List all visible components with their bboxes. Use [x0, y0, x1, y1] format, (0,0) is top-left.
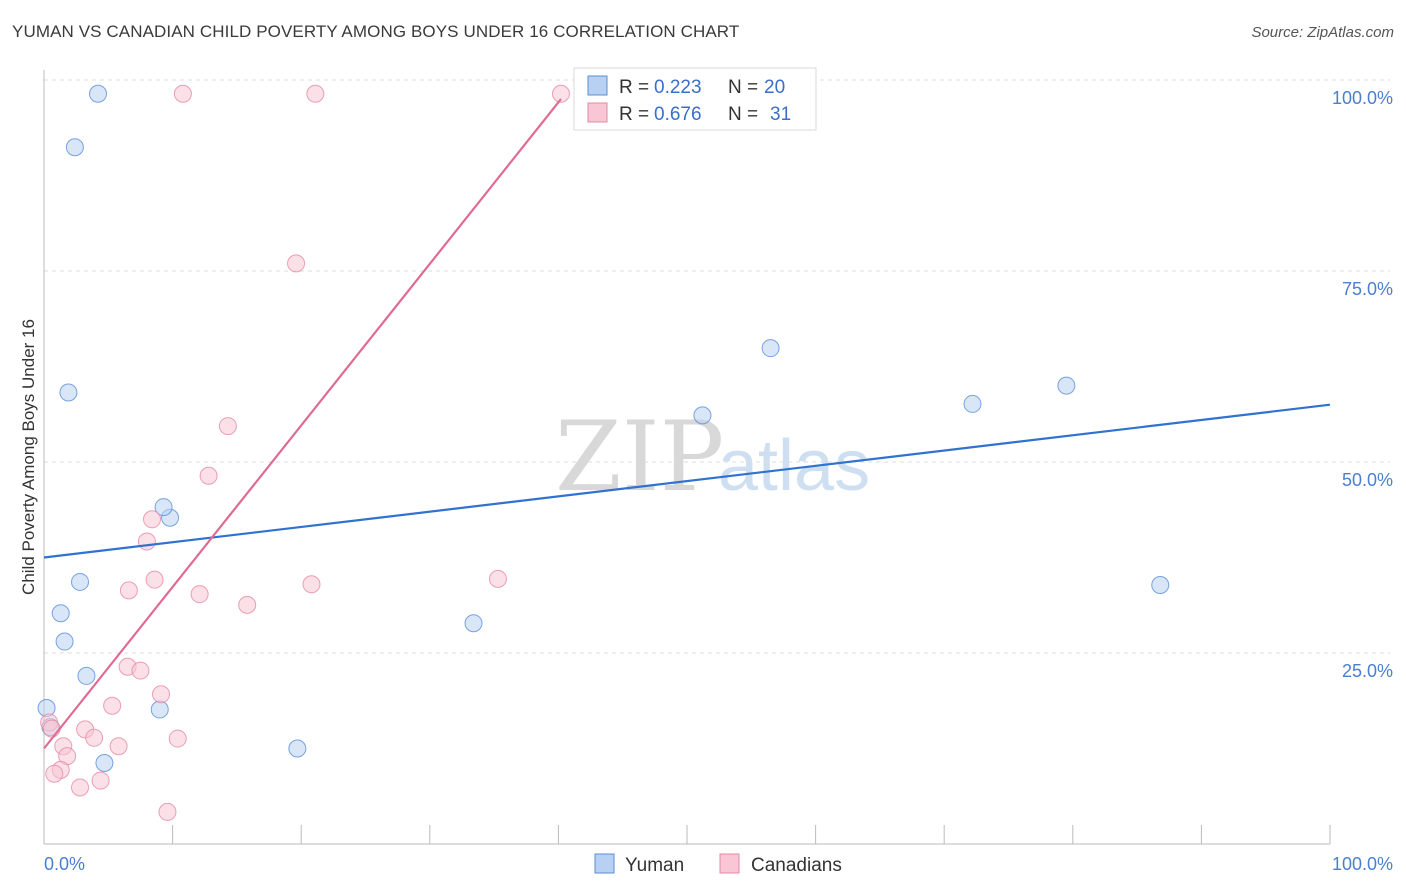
- canadian-point-5: [199, 466, 218, 485]
- legend-swatch-yuman: [587, 75, 608, 96]
- yuman-point-19: [1151, 576, 1170, 595]
- bottom-legend-label-yuman: Yuman: [625, 855, 684, 876]
- canadian-point-24: [168, 729, 187, 748]
- canadian-point-27: [45, 764, 64, 783]
- legend: R = 0.223 N = 20 R = 0.676 N = 31: [573, 67, 817, 131]
- canadian-point-19: [42, 719, 61, 738]
- series-canadians: [40, 84, 570, 821]
- yuman-point-3: [71, 572, 90, 591]
- yuman-point-5: [55, 632, 74, 651]
- canadian-point-2: [551, 84, 570, 103]
- y-tick-label-3: 100.0%: [1332, 88, 1393, 108]
- yuman-point-14: [464, 614, 483, 633]
- canadian-point-11: [238, 595, 257, 614]
- yuman-point-15: [693, 406, 712, 425]
- grid: [44, 79, 1390, 654]
- yuman-point-1: [65, 138, 84, 157]
- x-tick-label-0: 0.0%: [44, 854, 85, 874]
- canadian-point-30: [158, 802, 177, 821]
- yuman-point-9: [95, 754, 114, 773]
- x-tick-labels: 0.0% 100.0%: [44, 854, 1393, 874]
- watermark-atlas: atlas: [718, 426, 870, 506]
- y-tick-label-0: 25.0%: [1342, 661, 1393, 681]
- legend-box: [573, 67, 817, 131]
- yuman-point-16: [761, 339, 780, 358]
- watermark: ZIP atlas: [555, 401, 870, 513]
- canadian-point-12: [302, 575, 321, 594]
- bottom-legend: Yuman Canadians: [594, 853, 842, 876]
- bottom-legend-swatch-canadians: [719, 853, 740, 874]
- y-tick-labels: 25.0% 50.0% 75.0% 100.0%: [1332, 88, 1393, 681]
- canadian-point-21: [85, 728, 104, 747]
- trend-lines: [43, 98, 1331, 750]
- y-tick-label-2: 75.0%: [1342, 279, 1393, 299]
- yuman-point-6: [77, 666, 96, 685]
- canadian-point-28: [91, 771, 110, 790]
- canadian-point-1: [306, 84, 325, 103]
- legend-r-label-yuman: R =: [619, 77, 649, 98]
- canadian-point-0: [173, 84, 192, 103]
- yuman-point-2: [59, 383, 78, 402]
- legend-swatch-canadians: [587, 102, 608, 123]
- canadian-point-4: [218, 417, 237, 436]
- yuman-point-18: [1057, 376, 1076, 395]
- y-axis-label: Child Poverty Among Boys Under 16: [19, 319, 38, 595]
- bottom-legend-swatch-yuman: [594, 853, 615, 874]
- yuman-point-4: [51, 604, 70, 623]
- legend-n-value-canadians: 31: [770, 104, 791, 125]
- legend-r-label-canadians: R =: [619, 104, 649, 125]
- yuman-point-11: [154, 498, 173, 517]
- yuman-point-0: [89, 84, 108, 103]
- legend-n-label-canadians: N =: [728, 104, 758, 125]
- canadian-point-17: [103, 696, 122, 715]
- chart-title: YUMAN VS CANADIAN CHILD POVERTY AMONG BO…: [12, 22, 740, 41]
- x-tick-label-1: 100.0%: [1332, 854, 1393, 874]
- canadian-trend-line: [43, 98, 562, 750]
- chart-source: Source: ZipAtlas.com: [1251, 24, 1394, 41]
- x-ticks: [172, 825, 1331, 844]
- yuman-trend-line: [43, 403, 1331, 559]
- legend-r-value-canadians: 0.676: [654, 104, 702, 125]
- canadian-point-13: [488, 569, 507, 588]
- y-tick-label-1: 50.0%: [1342, 470, 1393, 490]
- canadian-point-15: [131, 661, 150, 680]
- yuman-point-17: [963, 394, 982, 413]
- canadian-point-9: [119, 581, 138, 600]
- canadian-point-29: [71, 778, 90, 797]
- canadian-point-10: [190, 585, 209, 604]
- legend-n-label-yuman: N =: [728, 77, 758, 98]
- canadian-point-23: [109, 737, 128, 756]
- canadian-point-7: [137, 532, 156, 551]
- canadian-point-3: [287, 254, 306, 273]
- legend-n-value-yuman: 20: [764, 77, 785, 98]
- yuman-point-12: [150, 700, 169, 719]
- legend-r-value-yuman: 0.223: [654, 77, 702, 98]
- canadian-point-16: [152, 685, 171, 704]
- canadian-point-8: [145, 570, 164, 589]
- canadian-point-6: [143, 510, 162, 529]
- yuman-point-13: [288, 739, 307, 758]
- bottom-legend-label-canadians: Canadians: [751, 855, 842, 876]
